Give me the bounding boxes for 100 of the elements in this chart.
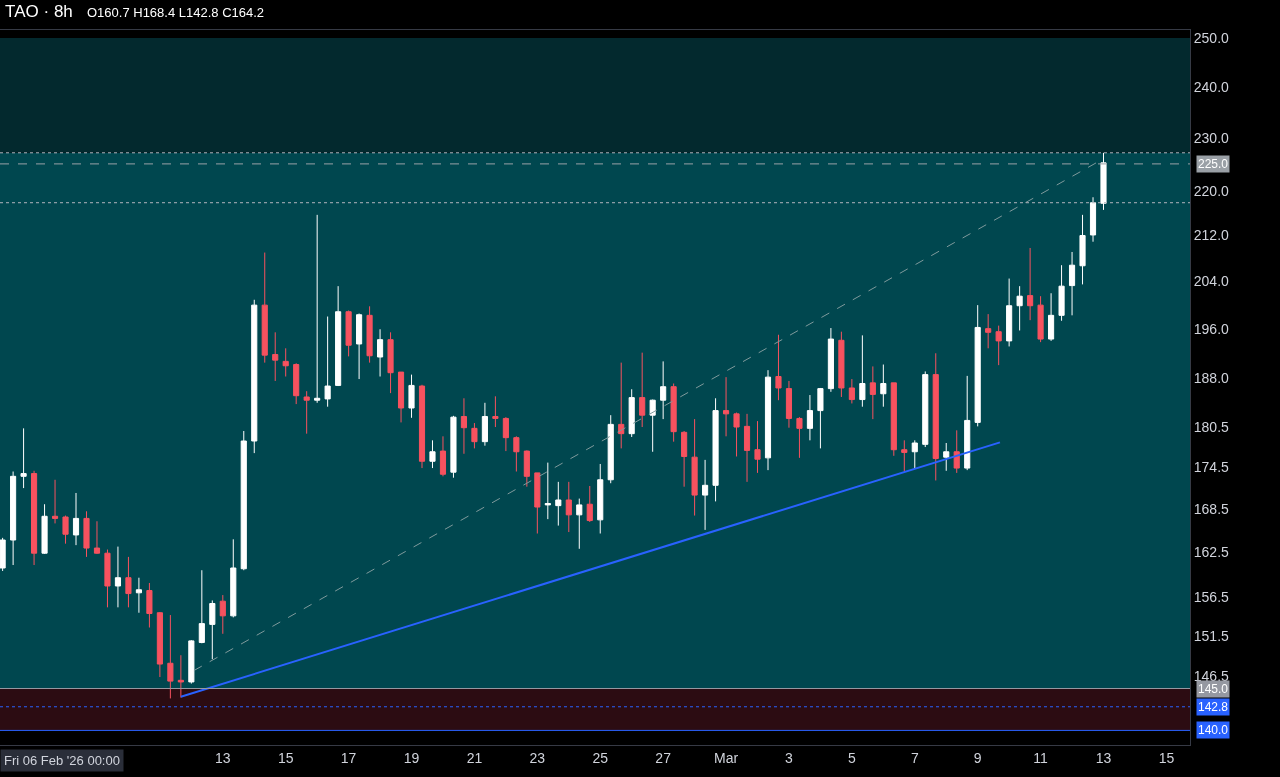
candlestick [691,418,698,517]
candlestick [240,430,247,571]
candlestick [72,492,80,546]
y-tick-label: 174.5 [1193,459,1230,476]
y-tick-label: 156.5 [1193,589,1230,606]
candlestick [272,331,279,382]
candlestick [618,362,625,449]
candlestick [922,370,929,448]
candlestick [985,313,992,349]
candlestick [324,316,331,408]
x-tick-label: 17 [340,749,357,766]
y-tick-label: 180.5 [1193,418,1230,435]
candlestick [534,472,541,535]
candlestick [146,582,153,629]
candlestick [502,416,509,452]
candlestick [806,394,813,441]
candlestick [439,435,447,477]
candlestick [1058,264,1065,322]
candlestick [387,331,394,394]
candlestick [838,331,845,398]
candlestick [471,422,478,449]
candlestick [607,414,614,484]
candlestick [104,549,111,608]
candlestick [261,252,268,364]
candlestick [848,378,855,404]
candlestick [953,429,960,474]
y-tick-label: 188.0 [1193,370,1230,387]
x-tick-label: 21 [466,749,483,766]
x-tick-label: 23 [529,749,546,766]
candlestick [764,369,772,471]
x-tick-label: 7 [910,749,919,766]
candlestick [1027,247,1034,321]
candlestick [1079,214,1086,285]
candlestick [660,360,667,420]
candlestick [282,347,289,378]
y-tick-label: 212.0 [1193,226,1230,243]
candlestick [722,376,730,437]
candlestick [1100,152,1107,211]
candlestick [156,611,163,678]
x-tick-label: 5 [847,749,856,766]
x-tick-label: 9 [973,749,982,766]
candlestick [0,537,6,572]
candlestick [565,481,572,533]
x-tick-label: Mar [714,749,739,766]
candlestick [460,397,468,455]
y-tick-label: 162.5 [1193,544,1230,561]
candlestick [649,399,656,453]
candlestick [754,420,761,474]
candlestick [890,382,897,457]
candlestick [429,439,436,469]
candlestick [1016,285,1023,331]
candlestick [869,365,876,420]
ref-line-label: 142.8 [1198,700,1229,714]
candlestick [397,371,405,423]
candlestick [41,503,48,555]
candlestick [932,352,939,481]
candlestick [198,569,205,644]
candlestick [356,313,363,380]
candlestick [418,384,426,469]
candlestick [974,304,981,427]
chart-title: TAO · 8h [5,2,73,22]
candlestick [408,374,415,419]
candlestick [859,334,866,408]
candlestick [114,546,122,608]
candlestick [597,463,604,535]
chart-subtitle: O160.7 H168.4 L142.8 C164.2 [87,5,265,21]
candlestick [995,325,1002,366]
candlestick [743,413,751,483]
candlestick [314,214,321,404]
candlestick [188,639,195,685]
y-tick-label: 220.0 [1193,182,1230,199]
candlestick [576,498,583,550]
ref-line-label: 225.0 [1198,157,1229,171]
candlestick [911,439,918,469]
y-tick-label: 230.0 [1193,129,1230,146]
candlestick [83,510,90,558]
candlestick [628,388,635,438]
candlestick [712,397,719,502]
x-tick-label: 15 [1158,749,1175,766]
y-tick-label: 196.0 [1193,320,1230,337]
y-tick-label: 151.5 [1193,628,1230,645]
x-tick-label: 19 [403,749,420,766]
candlestick [230,538,237,618]
candlestick [209,599,216,660]
candlestick [1068,251,1076,316]
candlestick [366,305,373,364]
candlestick [796,416,803,459]
candlestick [481,402,488,447]
ref-line-label: 145.0 [1198,682,1229,696]
candlestick [523,449,530,488]
candlestick [1048,292,1055,342]
candlestick [167,614,174,699]
candlestick [1037,295,1044,343]
candlestick [335,285,342,387]
candlestick [125,556,132,608]
candlestick [177,654,184,699]
ref-line-label: 140.0 [1198,723,1229,737]
candlestick [702,459,709,531]
candlestick [492,395,499,428]
candlestick [670,383,677,443]
